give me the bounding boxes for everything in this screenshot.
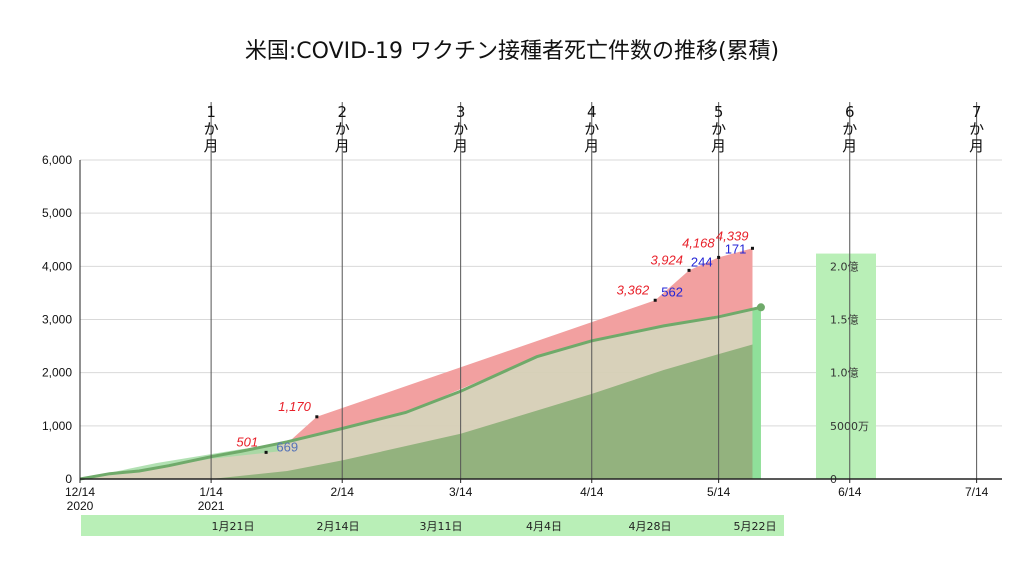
month-marker-label: 5 xyxy=(714,103,724,121)
x-tick-year-label: 2021 xyxy=(198,499,225,513)
death-count-label: 3,362 xyxy=(617,282,650,297)
death-increase-label: 562 xyxy=(661,284,683,299)
death-increase-label: 669 xyxy=(276,439,298,454)
death-count-label: 3,924 xyxy=(650,252,683,267)
month-marker-label: 3 xyxy=(456,103,466,121)
data-point-marker xyxy=(264,450,268,454)
x-tick-label: 12/14 xyxy=(65,485,95,499)
month-marker-label: か xyxy=(204,120,219,138)
month-marker-label: 月 xyxy=(711,137,726,155)
month-marker-label: 7 xyxy=(972,103,982,121)
death-count-label: 501 xyxy=(236,434,258,449)
month-marker-label: か xyxy=(453,120,468,138)
secondary-axis-bar: 05000万1.0億1.5億2.0億 xyxy=(816,253,876,486)
month-marker-label: か xyxy=(711,120,726,138)
month-marker-label: 6 xyxy=(845,103,855,121)
vaccinated-line-end-dot xyxy=(756,303,765,312)
death-increase-label: 171 xyxy=(725,241,747,256)
y-tick-label: 4,000 xyxy=(42,259,72,273)
month-marker-label: 1 xyxy=(206,103,216,121)
death-increase-label: 244 xyxy=(691,254,713,269)
month-marker-label: 月 xyxy=(584,137,599,155)
data-point-marker xyxy=(653,298,657,302)
month-marker-label: 月 xyxy=(204,137,219,155)
latest-bar xyxy=(752,308,761,479)
death-count-label: 1,170 xyxy=(278,399,311,414)
month-marker-label: 月 xyxy=(335,137,350,155)
x-tick-label: 3/14 xyxy=(449,485,473,499)
date-band-background xyxy=(81,515,784,536)
report-date-label: 5月22日 xyxy=(734,520,777,533)
chart-title: 米国:COVID-19 ワクチン接種者死亡件数の推移(累積) xyxy=(245,39,779,64)
report-date-label: 1月21日 xyxy=(212,520,255,533)
secondary-tick-label: 1.0億 xyxy=(830,367,859,380)
y-tick-label: 2,000 xyxy=(42,366,72,380)
x-tick-label: 2/14 xyxy=(331,485,355,499)
month-marker-label: 2 xyxy=(337,103,347,121)
y-tick-label: 0 xyxy=(65,472,72,486)
report-date-label: 4月28日 xyxy=(629,520,672,533)
x-tick-label: 5/14 xyxy=(707,485,731,499)
data-point-marker xyxy=(687,268,691,272)
y-tick-label: 1,000 xyxy=(42,419,72,433)
month-marker-label: 4 xyxy=(587,103,597,121)
month-marker-label: 月 xyxy=(969,137,984,155)
month-marker-label: か xyxy=(842,120,857,138)
x-tick-year-label: 2020 xyxy=(67,499,94,513)
secondary-tick-label: 1.5億 xyxy=(830,314,859,327)
month-marker-label: か xyxy=(335,120,350,138)
deaths-area xyxy=(278,248,753,445)
secondary-axis-background xyxy=(816,253,876,479)
data-areas xyxy=(79,248,765,481)
fully-vaccinated-area xyxy=(80,344,753,479)
month-marker-label: 月 xyxy=(453,137,468,155)
data-point-marker xyxy=(315,415,319,419)
y-tick-label: 6,000 xyxy=(42,153,72,167)
month-marker-label: か xyxy=(584,120,599,138)
report-date-band: 1月21日 2月14日 3月11日 4月4日 4月28日 5月22日 xyxy=(81,515,784,536)
y-tick-label: 3,000 xyxy=(42,313,72,327)
x-tick-label: 1/14 xyxy=(199,485,223,499)
month-marker-label: か xyxy=(969,120,984,138)
data-point-marker xyxy=(750,246,754,250)
y-tick-label: 5,000 xyxy=(42,206,72,220)
death-count-label: 4,168 xyxy=(682,235,715,250)
report-date-label: 2月14日 xyxy=(317,520,360,533)
death-count-label: 4,339 xyxy=(716,228,749,243)
report-date-label: 3月11日 xyxy=(420,520,463,533)
report-date-label: 4月4日 xyxy=(526,520,562,533)
x-tick-label: 6/14 xyxy=(838,485,862,499)
x-tick-label: 4/14 xyxy=(580,485,604,499)
data-point-marker xyxy=(717,255,721,259)
secondary-tick-label: 2.0億 xyxy=(830,260,859,273)
x-tick-label: 7/14 xyxy=(965,485,989,499)
month-marker-label: 月 xyxy=(842,137,857,155)
